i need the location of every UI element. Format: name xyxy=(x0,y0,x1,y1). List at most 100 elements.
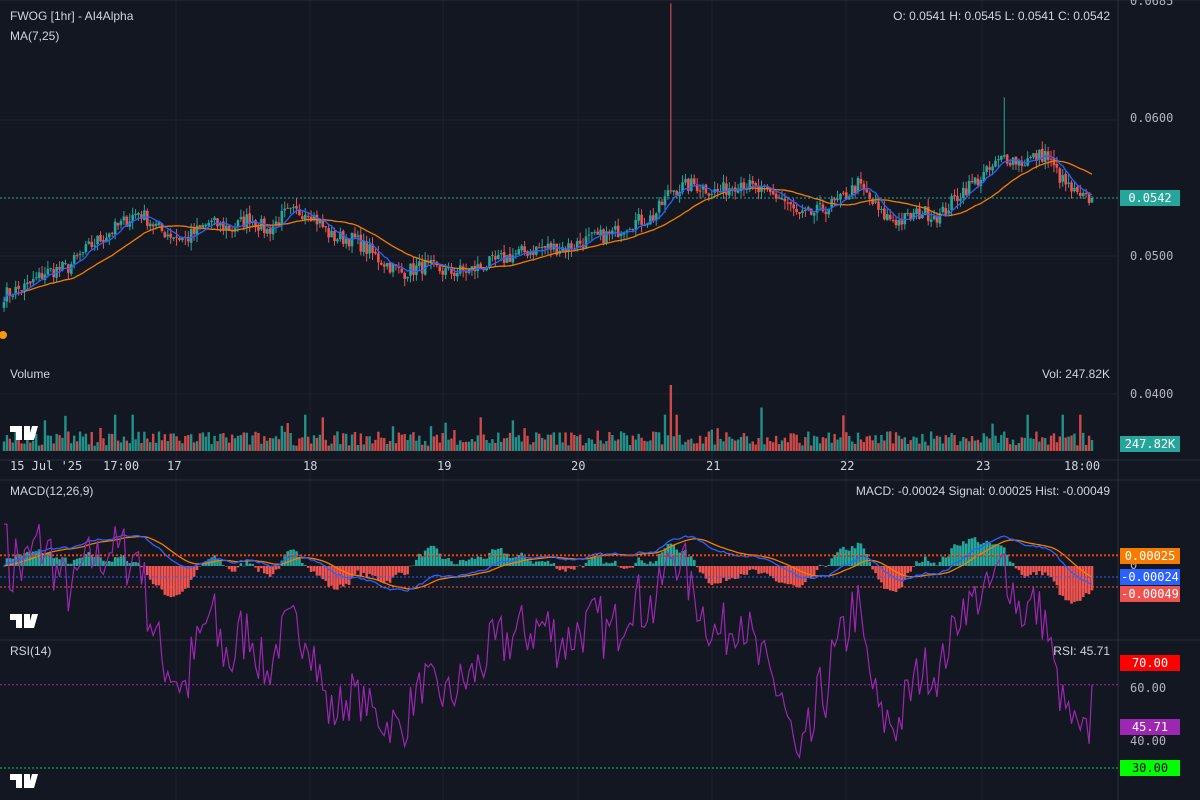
candle-body xyxy=(824,211,828,215)
candle-body xyxy=(274,221,278,226)
macd-histogram-bar xyxy=(549,563,553,566)
candle-body xyxy=(201,224,205,228)
candle-body xyxy=(959,198,962,201)
candle-body xyxy=(23,283,26,293)
volume-bar xyxy=(517,435,520,451)
volume-bar xyxy=(962,436,965,451)
candle-body xyxy=(1008,162,1012,166)
volume-bar xyxy=(1052,433,1056,451)
volume-bar xyxy=(701,443,705,451)
candle-body xyxy=(388,262,392,273)
candle-body xyxy=(1052,157,1056,166)
candle-body xyxy=(976,178,980,186)
volume-bar xyxy=(751,441,754,451)
macd-histogram-bar xyxy=(46,552,50,566)
macd-histogram-bar xyxy=(160,566,164,590)
volume-bar xyxy=(932,438,936,451)
ma25-line xyxy=(3,160,1093,303)
price-axis-label: 0.0400 xyxy=(1130,387,1174,401)
macd-signal-tag: 0.00025 xyxy=(1120,548,1180,564)
candle-body xyxy=(657,200,661,213)
macd-histogram-bar xyxy=(456,564,459,566)
macd-histogram-bar xyxy=(897,566,901,589)
volume-bar xyxy=(698,435,702,451)
volume-bar xyxy=(853,443,857,451)
macd-histogram-bar xyxy=(64,557,67,566)
candle-body xyxy=(119,220,123,225)
volume-bar xyxy=(690,438,693,451)
macd-histogram-bar xyxy=(195,566,199,570)
macd-histogram-bar xyxy=(254,566,257,568)
macd-histogram-bar xyxy=(1017,566,1021,571)
volume-bar xyxy=(1084,445,1088,451)
volume-bar xyxy=(72,435,76,451)
volume-bar xyxy=(856,432,860,451)
candle-body xyxy=(690,178,693,191)
candle-body xyxy=(479,263,483,268)
tradingview-logo-icon[interactable] xyxy=(10,612,44,630)
volume-bar xyxy=(567,445,570,451)
macd-histogram-bar xyxy=(704,566,708,579)
volume-bar xyxy=(561,442,564,451)
candle-body xyxy=(868,192,872,199)
macd-histogram-bar xyxy=(795,566,798,587)
candle-body xyxy=(754,182,757,186)
volume-bar xyxy=(324,439,327,451)
candle-body xyxy=(453,272,456,276)
volume-bar xyxy=(897,435,901,451)
macd-histogram-bar xyxy=(695,566,699,568)
volume-bar xyxy=(725,432,728,451)
candle-body xyxy=(43,274,47,281)
macd-histogram-bar xyxy=(707,566,711,584)
tradingview-logo-icon[interactable] xyxy=(10,772,44,790)
macd-histogram-bar xyxy=(853,548,857,566)
volume-bar xyxy=(371,443,374,451)
macd-histogram-bar xyxy=(87,551,91,566)
candle-body xyxy=(570,243,573,249)
time-axis-label: 20 xyxy=(571,459,586,473)
volume-bar xyxy=(1082,432,1085,451)
candle-body xyxy=(195,225,199,235)
macd-histogram-bar xyxy=(409,565,412,567)
candle-body xyxy=(812,212,816,216)
macd-histogram-bar xyxy=(23,553,26,566)
volume-bar xyxy=(93,445,96,451)
candle-body xyxy=(687,178,690,191)
candle-body xyxy=(93,245,96,247)
candle-body xyxy=(883,208,886,220)
candle-body xyxy=(306,216,310,218)
candle-body xyxy=(1020,160,1024,166)
volume-bar xyxy=(497,432,500,451)
tradingview-logo-icon[interactable] xyxy=(10,424,44,442)
candle-body xyxy=(947,210,950,214)
candle-body xyxy=(151,224,155,227)
volume-bar xyxy=(198,433,202,451)
volume-bar xyxy=(965,438,968,451)
macd-histogram-bar xyxy=(447,558,450,566)
volume-bar xyxy=(318,434,322,451)
macd-histogram-bar xyxy=(494,550,497,566)
volume-bar xyxy=(1032,438,1035,451)
volume-bar xyxy=(523,428,526,451)
macd-histogram-bar xyxy=(716,566,719,584)
volume-bar xyxy=(757,438,760,451)
macd-histogram-bar xyxy=(763,566,766,573)
macd-histogram-bar xyxy=(962,541,965,566)
macd-histogram-bar xyxy=(476,556,480,566)
candle-body xyxy=(979,179,983,187)
volume-bar xyxy=(502,438,506,451)
volume-bar xyxy=(526,435,529,451)
candle-body xyxy=(257,226,260,231)
candle-body xyxy=(46,268,50,275)
candle-body xyxy=(906,212,910,215)
candle-body xyxy=(496,254,500,260)
volume-bar xyxy=(391,426,395,451)
macd-histogram-bar xyxy=(482,558,485,566)
volume-bar xyxy=(230,434,234,451)
macd-histogram-bar xyxy=(818,564,822,566)
candle-body xyxy=(99,234,102,242)
volume-bar xyxy=(508,432,512,451)
macd-title: MACD(12,26,9) xyxy=(10,484,94,498)
volume-bar xyxy=(210,444,213,451)
